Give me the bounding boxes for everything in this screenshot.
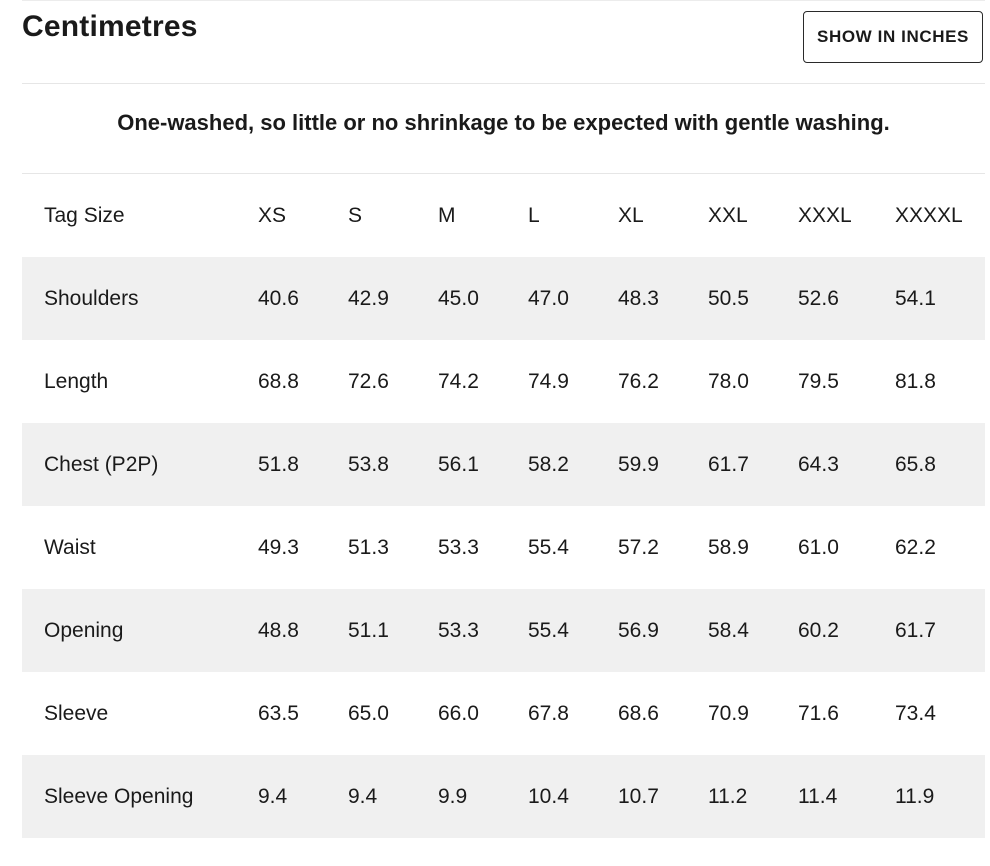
table-header-row: Tag Size XS S M L XL XXL XXXL XXXXL — [22, 174, 985, 257]
measurement-cell: 65.0 — [348, 701, 389, 725]
measurement-cell: 48.8 — [258, 618, 299, 642]
measurement-cell: 76.2 — [618, 369, 659, 393]
measurement-cell: 53.3 — [438, 618, 479, 642]
row-label: Sleeve Opening — [44, 784, 194, 808]
size-header-xxxl: XXXL — [798, 203, 852, 227]
show-in-inches-button[interactable]: SHOW IN INCHES — [803, 11, 983, 63]
measurement-cell: 63.5 — [258, 701, 299, 725]
table-row-shoulders: Shoulders 40.6 42.9 45.0 47.0 48.3 50.5 52.6 54.… — [22, 257, 985, 340]
table-row-sleeve-opening: Sleeve Opening 9.4 9.4 9.9 10.4 10.7 11.2 11.4 1… — [22, 755, 985, 838]
measurement-cell: 10.4 — [528, 784, 569, 808]
table-row-sleeve: Sleeve 63.5 65.0 66.0 67.8 68.6 70.9 71.6 73.4 — [22, 672, 985, 755]
measurement-cell: 74.9 — [528, 369, 569, 393]
row-label: Length — [44, 369, 109, 393]
size-header-xl: XL — [618, 203, 644, 227]
size-header-l: L — [528, 203, 540, 227]
measurement-cell: 68.6 — [618, 701, 659, 725]
size-header-m: M — [438, 203, 456, 227]
row-label: Shoulders — [44, 286, 139, 310]
measurement-cell: 45.0 — [438, 286, 479, 310]
measurement-cell: 61.7 — [895, 618, 936, 642]
header-divider — [22, 83, 985, 84]
measurement-cell: 61.7 — [708, 452, 749, 476]
measurement-cell: 79.5 — [798, 369, 839, 393]
measurement-cell: 53.8 — [348, 452, 389, 476]
note-divider — [22, 173, 985, 174]
measurement-cell: 60.2 — [798, 618, 839, 642]
table-row-opening: Opening 48.8 51.1 53.3 55.4 56.9 58.4 60.2 61.7 — [22, 589, 985, 672]
measurement-cell: 74.2 — [438, 369, 479, 393]
measurement-cell: 61.0 — [798, 535, 839, 559]
size-header-xs: XS — [258, 203, 287, 227]
measurement-cell: 64.3 — [798, 452, 839, 476]
measurement-cell: 51.8 — [258, 452, 299, 476]
measurement-cell: 58.2 — [528, 452, 569, 476]
row-label: Opening — [44, 618, 124, 642]
measurement-cell: 56.9 — [618, 618, 659, 642]
size-header-xxxxl: XXXXL — [895, 203, 963, 227]
measurement-cell: 9.4 — [258, 784, 288, 808]
tag-size-header: Tag Size — [44, 203, 125, 227]
measurement-cell: 9.9 — [438, 784, 468, 808]
measurement-cell: 67.8 — [528, 701, 569, 725]
measurement-cell: 58.4 — [708, 618, 749, 642]
shrinkage-note: One-washed, so little or no shrinkage to… — [117, 110, 890, 135]
measurement-cell: 71.6 — [798, 701, 839, 725]
measurement-cell: 56.1 — [438, 452, 479, 476]
measurement-cell: 73.4 — [895, 701, 936, 725]
measurement-cell: 81.8 — [895, 369, 936, 393]
measurement-cell: 50.5 — [708, 286, 749, 310]
measurement-cell: 53.3 — [438, 535, 479, 559]
measurement-cell: 55.4 — [528, 535, 569, 559]
measurement-cell: 72.6 — [348, 369, 389, 393]
measurement-cell: 11.9 — [895, 784, 935, 808]
measurement-cell: 66.0 — [438, 701, 479, 725]
measurement-cell: 40.6 — [258, 286, 299, 310]
top-divider — [22, 0, 985, 1]
size-table: Tag Size XS S M L XL XXL XXXL XXXXL Shoulders 40.6… — [22, 174, 985, 838]
measurement-cell: 10.7 — [618, 784, 659, 808]
measurement-cell: 11.2 — [708, 784, 748, 808]
row-label: Chest (P2P) — [44, 452, 159, 476]
table-row-length: Length 68.8 72.6 74.2 74.9 76.2 78.0 79.5 81.8 — [22, 340, 985, 423]
measurement-cell: 11.4 — [798, 784, 838, 808]
measurement-cell: 52.6 — [798, 286, 839, 310]
size-header-xxl: XXL — [708, 203, 748, 227]
measurement-cell: 59.9 — [618, 452, 659, 476]
measurement-cell: 51.3 — [348, 535, 389, 559]
measurement-cell: 78.0 — [708, 369, 749, 393]
measurement-cell: 57.2 — [618, 535, 659, 559]
row-label: Sleeve — [44, 701, 109, 725]
measurement-cell: 49.3 — [258, 535, 299, 559]
table-row-chest-p2p: Chest (P2P) 51.8 53.8 56.1 58.2 59.9 61.7 64.3 6… — [22, 423, 985, 506]
measurement-cell: 68.8 — [258, 369, 299, 393]
measurement-cell: 65.8 — [895, 452, 936, 476]
measurement-cell: 62.2 — [895, 535, 936, 559]
size-header-s: S — [348, 203, 363, 227]
measurement-cell: 47.0 — [528, 286, 569, 310]
measurement-cell: 54.1 — [895, 286, 936, 310]
unit-title: Centimetres — [22, 10, 198, 43]
measurement-cell: 58.9 — [708, 535, 749, 559]
measurement-cell: 55.4 — [528, 618, 569, 642]
measurement-cell: 70.9 — [708, 701, 749, 725]
measurement-cell: 9.4 — [348, 784, 378, 808]
table-row-waist: Waist 49.3 51.3 53.3 55.4 57.2 58.9 61.0 62.2 — [22, 506, 985, 589]
measurement-cell: 51.1 — [348, 618, 389, 642]
row-label: Waist — [44, 535, 96, 559]
measurement-cell: 48.3 — [618, 286, 659, 310]
measurement-cell: 42.9 — [348, 286, 389, 310]
